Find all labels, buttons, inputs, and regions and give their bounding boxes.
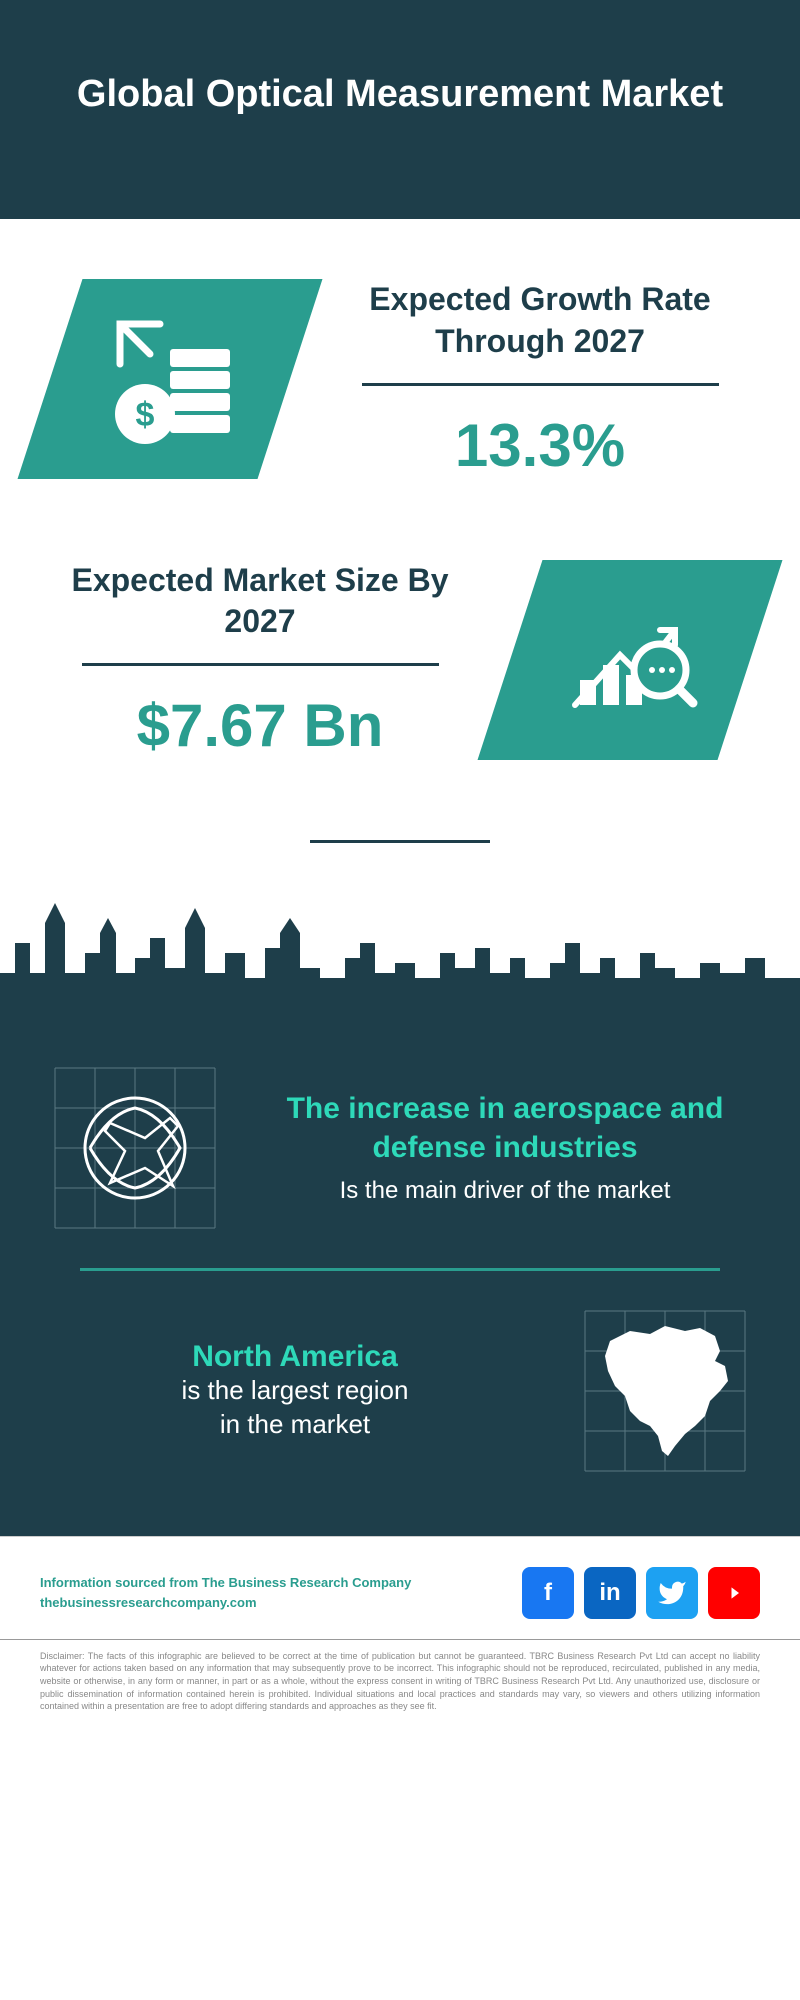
size-label: Expected Market Size By 2027 (50, 560, 470, 643)
growth-value: 13.3% (330, 411, 750, 480)
footer-attribution: Information sourced from The Business Re… (40, 1573, 411, 1612)
north-america-grid-icon (580, 1306, 750, 1476)
youtube-icon[interactable] (708, 1567, 760, 1619)
header-banner: Global Optical Measurement Market (0, 0, 800, 219)
size-value: $7.67 Bn (50, 691, 470, 760)
divider (82, 663, 439, 666)
footer: Information sourced from The Business Re… (0, 1536, 800, 1639)
stats-section: $ Expected Growth Rate Through 2027 13.3… (0, 219, 800, 882)
skyline-silhouette (0, 883, 800, 1013)
growth-label: Expected Growth Rate Through 2027 (330, 279, 750, 362)
footer-line2: thebusinessresearchcompany.com (40, 1593, 411, 1613)
divider (362, 383, 719, 386)
social-icons: f in (522, 1567, 760, 1619)
facebook-icon[interactable]: f (522, 1567, 574, 1619)
region-text: North America is the largest region in t… (50, 1340, 540, 1442)
growth-stat-text: Expected Growth Rate Through 2027 13.3% (330, 279, 750, 479)
driver-text: The increase in aerospace and defense in… (260, 1089, 750, 1206)
twitter-icon[interactable] (646, 1567, 698, 1619)
divider (310, 840, 490, 843)
svg-text:$: $ (136, 396, 155, 434)
driver-title: The increase in aerospace and defense in… (260, 1089, 750, 1167)
linkedin-icon[interactable]: in (584, 1567, 636, 1619)
separator (80, 1268, 720, 1271)
size-stat-text: Expected Market Size By 2027 $7.67 Bn (50, 560, 470, 760)
page-title: Global Optical Measurement Market (40, 70, 760, 119)
region-subtitle-2: in the market (50, 1408, 540, 1442)
region-block: North America is the largest region in t… (50, 1306, 750, 1476)
insights-section: The increase in aerospace and defense in… (0, 1013, 800, 1536)
region-title: North America (50, 1340, 540, 1374)
money-growth-icon: $ (95, 309, 245, 449)
disclaimer-text: Disclaimer: The facts of this infographi… (40, 1650, 760, 1713)
disclaimer-section: Disclaimer: The facts of this infographi… (0, 1639, 800, 1743)
aerospace-grid-icon (50, 1063, 220, 1233)
driver-block: The increase in aerospace and defense in… (50, 1063, 750, 1233)
region-subtitle-1: is the largest region (50, 1374, 540, 1408)
size-stat-block: Expected Market Size By 2027 $7.67 Bn (50, 560, 750, 760)
growth-icon-container: $ (18, 279, 323, 479)
size-icon-container (478, 560, 783, 760)
footer-line1: Information sourced from The Business Re… (40, 1573, 411, 1593)
growth-stat-block: $ Expected Growth Rate Through 2027 13.3… (50, 279, 750, 479)
driver-subtitle: Is the main driver of the market (260, 1175, 750, 1206)
chart-magnify-icon (555, 590, 705, 730)
